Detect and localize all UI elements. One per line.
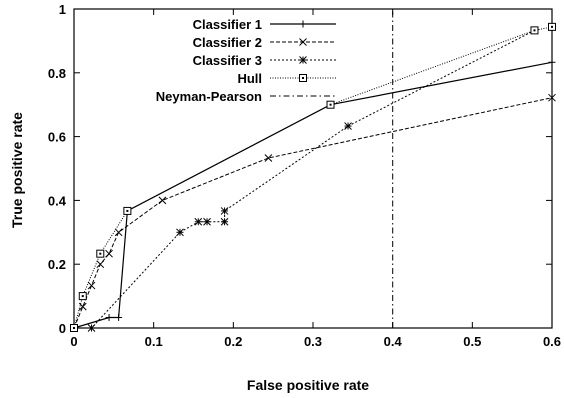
data-point xyxy=(264,154,273,162)
series-hull xyxy=(70,22,556,332)
x-tick-label: 0.6 xyxy=(543,334,561,349)
x-tick-label: 0.4 xyxy=(384,334,403,349)
legend-label: Classifier 3 xyxy=(193,53,262,68)
data-point xyxy=(299,74,307,82)
x-tick-label: 0.1 xyxy=(145,334,163,349)
legend-entry: Classifier 2 xyxy=(193,35,336,50)
axis-ticks: 0 0.1 0.2 0.3 0.4 0.5 0.6 0 0.2 0.4 0.6 0.8 1 xyxy=(48,2,561,349)
data-point xyxy=(220,207,229,215)
plot-border xyxy=(73,8,553,329)
data-point xyxy=(299,20,307,28)
legend-label: Neyman-Pearson xyxy=(156,89,262,104)
data-point xyxy=(176,228,184,237)
data-point xyxy=(530,26,539,35)
y-tick-label: 0.8 xyxy=(48,66,66,81)
legend-label: Hull xyxy=(237,71,262,86)
y-tick-label: 1 xyxy=(59,2,66,17)
series-classifier-2 xyxy=(70,93,556,332)
data-point xyxy=(220,217,229,226)
y-tick-label: 0.6 xyxy=(48,130,66,145)
x-tick-label: 0.2 xyxy=(224,334,242,349)
y-tick-label: 0.2 xyxy=(48,257,66,272)
data-point xyxy=(299,56,307,64)
series-classifier-1 xyxy=(70,58,556,332)
legend-entry: Neyman-Pearson xyxy=(156,89,336,104)
legend-entry: Classifier 3 xyxy=(193,53,336,68)
series-layer xyxy=(70,9,556,332)
data-point xyxy=(548,93,556,102)
data-point xyxy=(96,260,105,269)
data-point xyxy=(203,217,211,226)
data-point xyxy=(105,249,113,258)
data-point xyxy=(158,196,167,205)
data-point xyxy=(123,206,132,215)
data-point xyxy=(299,38,307,46)
data-point xyxy=(548,22,556,31)
y-axis-label: True positive rate xyxy=(9,112,25,228)
x-tick-label: 0.5 xyxy=(463,334,481,349)
data-point xyxy=(87,324,96,332)
data-point xyxy=(87,281,96,290)
data-point xyxy=(115,313,123,321)
data-point xyxy=(114,228,123,237)
data-point xyxy=(78,302,87,311)
data-point xyxy=(78,292,87,301)
legend-label: Classifier 1 xyxy=(193,17,262,32)
data-point xyxy=(105,313,113,321)
series-classifier-3 xyxy=(70,26,539,332)
legend-entry: Hull xyxy=(237,71,336,86)
data-point xyxy=(548,58,556,66)
legend: Classifier 1 Classifier 2 Classifier 3 Hull… xyxy=(156,17,336,104)
legend-label: Classifier 2 xyxy=(193,35,262,50)
x-axis-label: False positive rate xyxy=(247,377,369,393)
series-line xyxy=(73,61,553,329)
series-line xyxy=(73,97,553,329)
y-tick-label: 0.4 xyxy=(48,193,67,208)
data-point xyxy=(344,122,352,130)
data-point xyxy=(70,324,78,332)
data-point xyxy=(96,249,105,258)
plot-frame xyxy=(73,8,553,329)
data-point xyxy=(194,217,203,226)
x-tick-label: 0 xyxy=(70,334,77,349)
data-point xyxy=(326,100,335,109)
legend-entry: Classifier 1 xyxy=(193,17,336,32)
series-line xyxy=(73,26,553,329)
y-tick-label: 0 xyxy=(59,321,66,336)
x-tick-label: 0.3 xyxy=(304,334,322,349)
